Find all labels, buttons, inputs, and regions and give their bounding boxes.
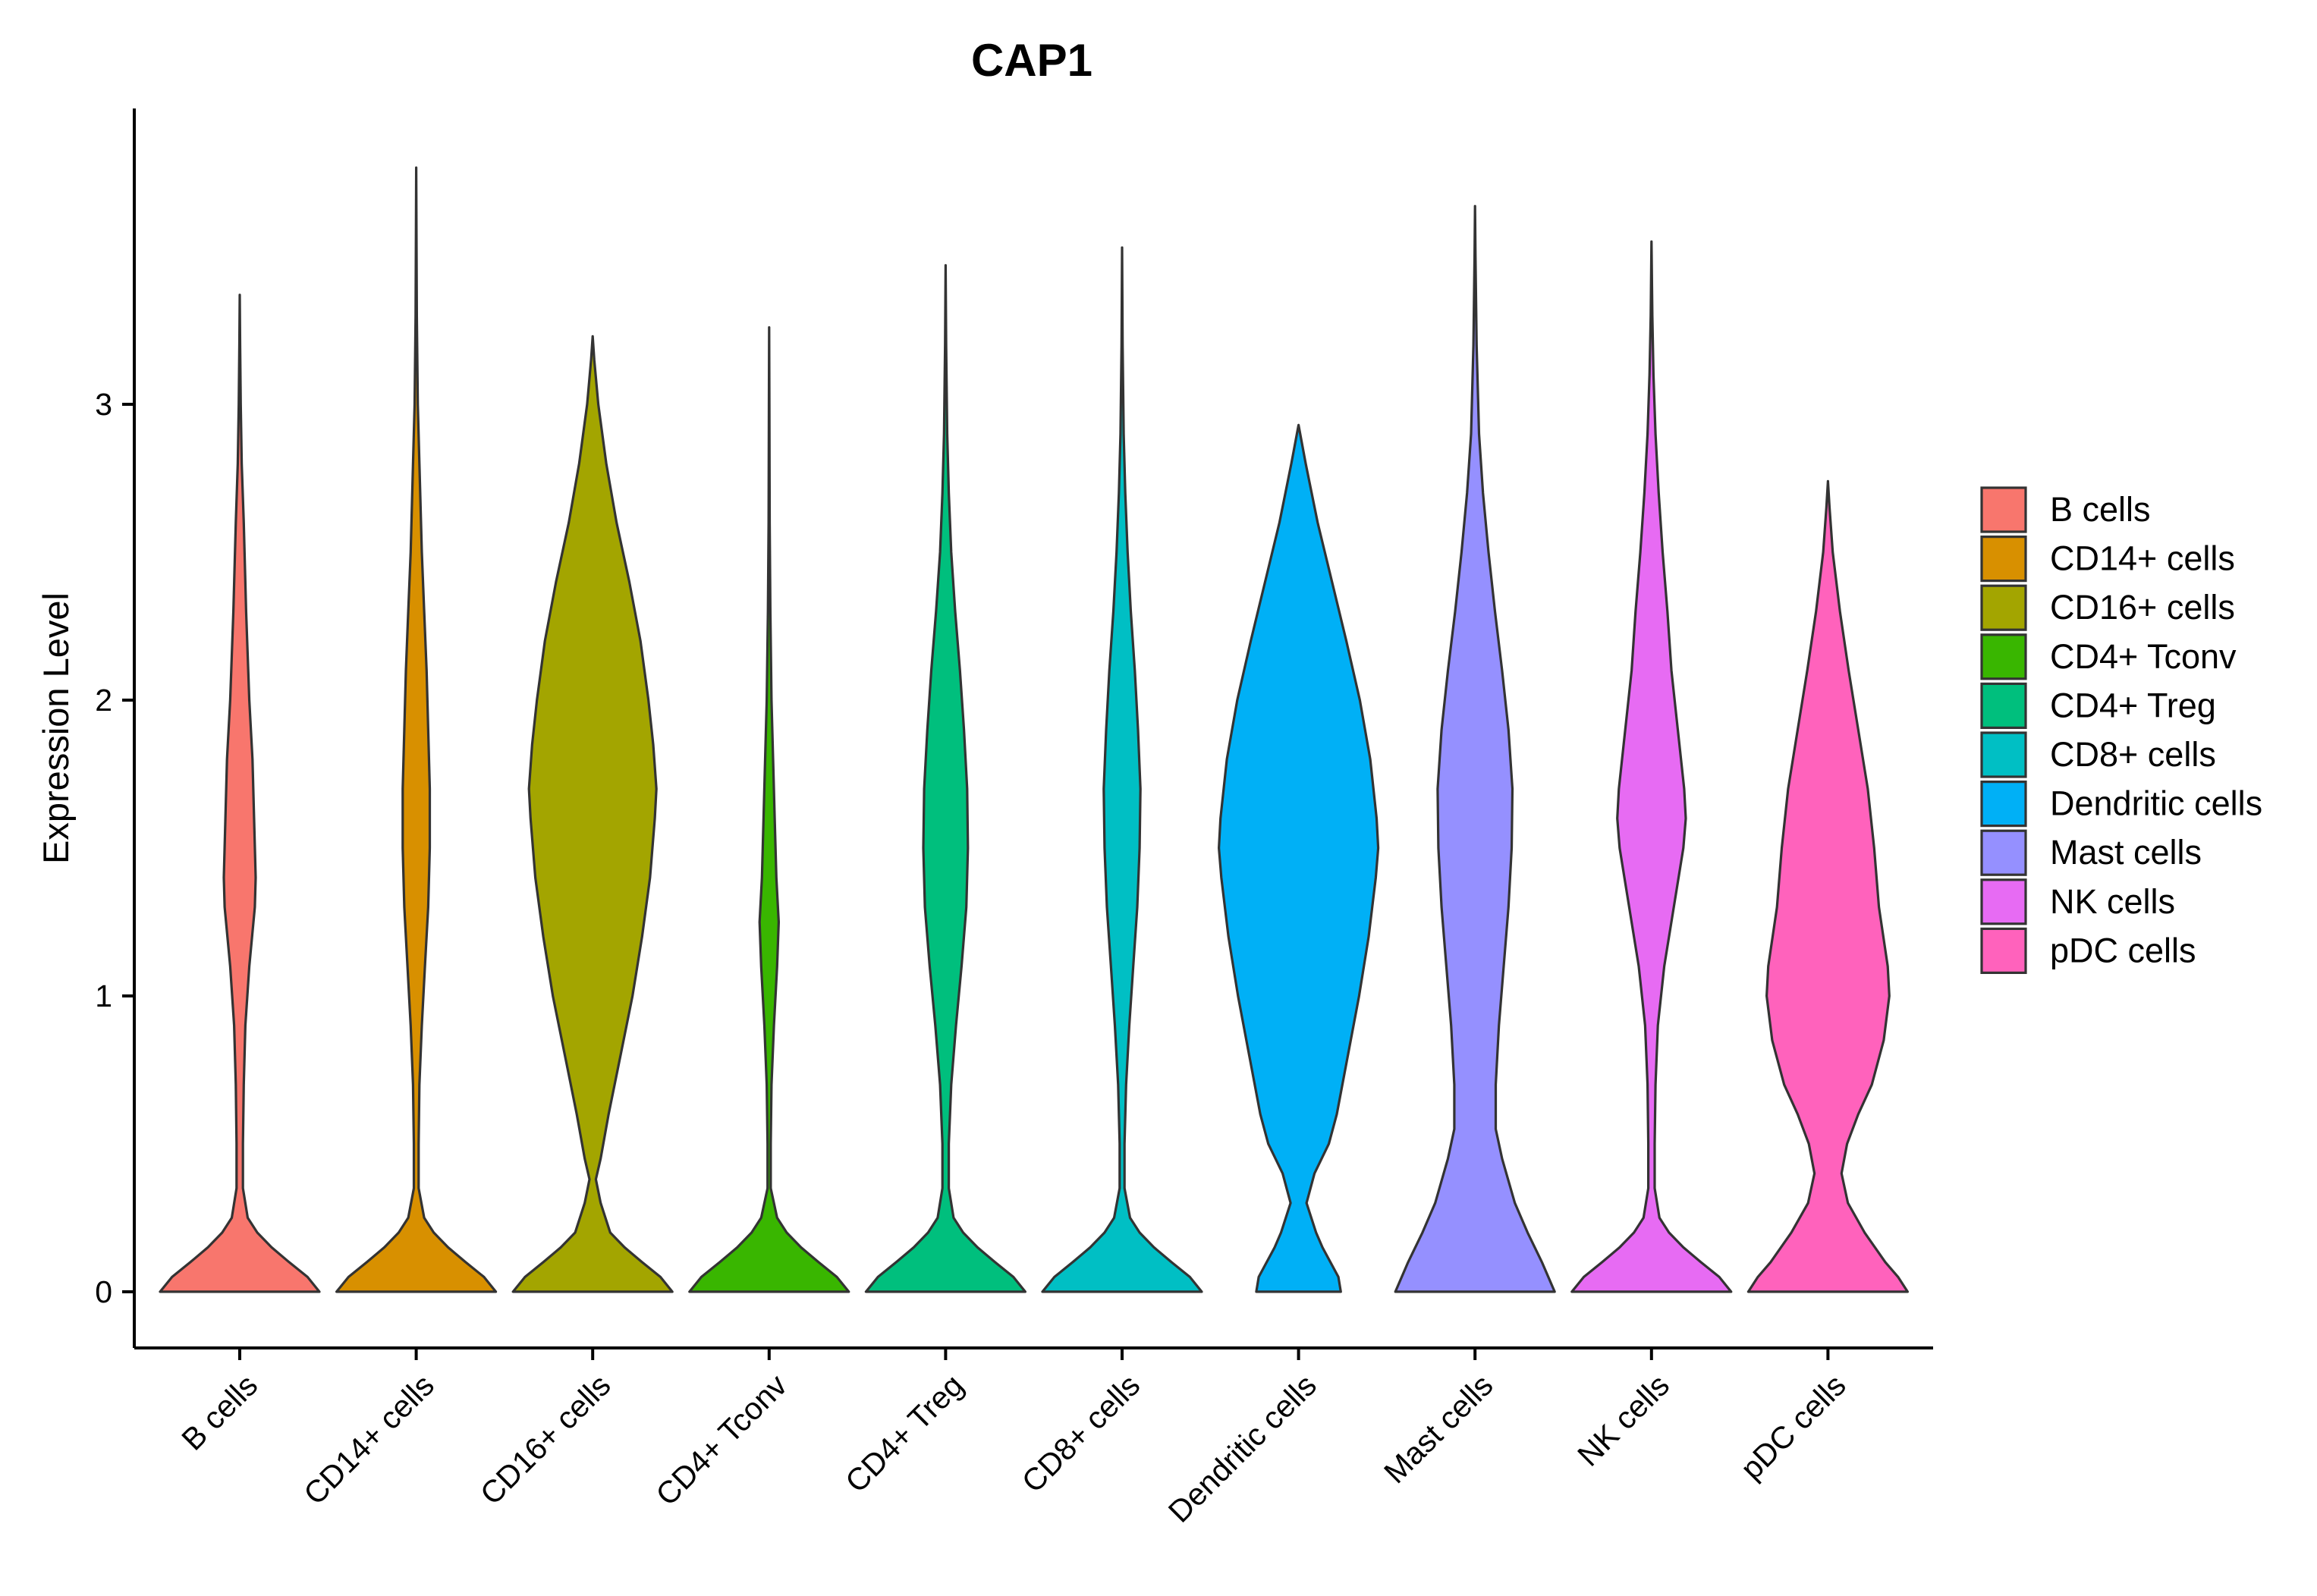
legend-key — [1980, 829, 2027, 876]
legend-label: NK cells — [2050, 882, 2175, 921]
y-axis-ticks: 0 1 2 3 — [95, 387, 134, 1309]
plot-area — [159, 166, 1909, 1293]
violin-b-cells — [159, 294, 321, 1293]
legend-label: pDC cells — [2050, 931, 2196, 969]
legend-key — [1980, 633, 2027, 680]
violin-cd8-cells — [1041, 246, 1203, 1293]
violin-mast-cells — [1394, 205, 1556, 1293]
legend-label: Mast cells — [2050, 833, 2202, 872]
legend-key — [1980, 731, 2027, 778]
legend-label: Dendritic cells — [2050, 784, 2262, 823]
legend-key — [1980, 535, 2027, 583]
x-tick-label: CD16+ cells — [473, 1368, 618, 1512]
legend-label: B cells — [2050, 490, 2151, 529]
legend-key — [1980, 927, 2027, 975]
legend-label: CD14+ cells — [2050, 539, 2235, 578]
y-tick-label: 1 — [95, 979, 112, 1013]
violin-pdc-cells — [1746, 479, 1909, 1293]
x-tick-label: Dendritic cells — [1162, 1368, 1323, 1529]
violin-cd4-treg — [864, 264, 1026, 1293]
legend-key — [1980, 682, 2027, 730]
x-tick-label: pDC cells — [1734, 1368, 1853, 1487]
y-tick-label: 0 — [95, 1274, 112, 1309]
legend-label: CD4+ Tconv — [2050, 637, 2237, 676]
y-tick-label: 2 — [95, 683, 112, 718]
violin-dendritic-cells — [1218, 423, 1380, 1293]
x-tick-label: Mast cells — [1377, 1368, 1499, 1490]
x-tick-label: NK cells — [1570, 1368, 1676, 1473]
legend-label: CD8+ cells — [2050, 735, 2216, 774]
x-tick-label: CD14+ cells — [297, 1368, 441, 1512]
x-tick-label: CD4+ Treg — [838, 1368, 970, 1500]
legend-key — [1980, 780, 2027, 828]
violin-cd4-tconv — [688, 326, 850, 1293]
y-axis-title: Expression Level — [36, 592, 76, 864]
x-tick-label: B cells — [174, 1368, 264, 1457]
legend-label: CD16+ cells — [2050, 588, 2235, 627]
legend-key — [1980, 878, 2027, 925]
violin-cd16-cells — [511, 335, 674, 1293]
legend: B cells CD14+ cells CD16+ cells CD4+ Tconv C… — [1980, 486, 2262, 975]
y-tick-label: 3 — [95, 387, 112, 422]
x-tick-label: CD8+ cells — [1015, 1368, 1147, 1500]
x-tick-label: CD4+ Tconv — [649, 1367, 794, 1512]
legend-key — [1980, 584, 2027, 631]
violin-nk-cells — [1570, 240, 1733, 1293]
legend-label: CD4+ Treg — [2050, 686, 2216, 724]
chart-title: CAP1 — [971, 35, 1092, 86]
legend-key — [1980, 486, 2027, 533]
x-axis-ticks: B cells CD14+ cells CD16+ cells CD4+ Tconv C… — [174, 1348, 1853, 1529]
violin-cd14-cells — [335, 166, 498, 1293]
